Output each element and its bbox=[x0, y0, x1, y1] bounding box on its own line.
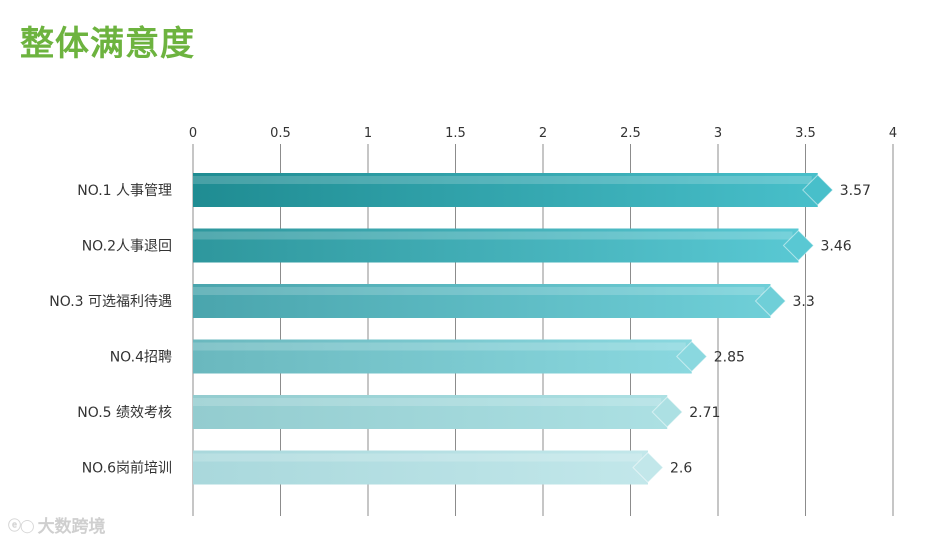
x-tick-label: 0.5 bbox=[270, 126, 291, 141]
bar-end-marker bbox=[632, 451, 664, 484]
x-tick-label: 0 bbox=[189, 126, 197, 141]
data-label: 2.71 bbox=[689, 405, 720, 421]
bar-end-marker bbox=[754, 285, 787, 317]
bar bbox=[193, 228, 799, 263]
bar-highlight bbox=[193, 398, 662, 406]
data-label: 3.3 bbox=[793, 294, 815, 310]
watermark-logo-icon: ⓔ◯ bbox=[8, 519, 35, 534]
x-tick-label: 1 bbox=[364, 126, 372, 141]
category-label: NO.4招聘 bbox=[110, 350, 172, 366]
bar bbox=[193, 173, 818, 207]
x-tick-label: 2 bbox=[539, 126, 547, 141]
category-label: NO.1 人事管理 bbox=[77, 183, 172, 199]
bar bbox=[193, 395, 668, 429]
bar-end-marker bbox=[782, 229, 815, 262]
x-tick-label: 3 bbox=[714, 126, 722, 141]
labels-layer: NO.1 人事管理 3.57 NO.2人事退回 3.46 NO.3 可选福利待遇 3.3 N… bbox=[49, 183, 871, 477]
bar-highlight bbox=[193, 231, 793, 240]
bar bbox=[193, 339, 692, 374]
category-label: NO.2人事退回 bbox=[82, 239, 172, 255]
data-label: 3.46 bbox=[821, 239, 852, 255]
bar-end-marker bbox=[651, 396, 683, 428]
x-tick-label: 3.5 bbox=[795, 126, 816, 141]
bar bbox=[193, 450, 648, 485]
watermark-text: 大数跨境 bbox=[37, 517, 106, 537]
data-label: 2.85 bbox=[714, 350, 745, 366]
chart-title: 整体满意度 bbox=[20, 24, 195, 64]
category-label: NO.3 可选福利待遇 bbox=[49, 294, 172, 310]
bar-highlight bbox=[193, 176, 812, 184]
bar-end-marker bbox=[676, 340, 708, 373]
data-label: 2.6 bbox=[670, 461, 692, 477]
bar-highlight bbox=[193, 453, 642, 462]
bar-end-marker bbox=[802, 174, 834, 206]
bars-layer bbox=[193, 173, 834, 485]
category-label: NO.5 绩效考核 bbox=[77, 405, 172, 421]
x-tick-label: 1.5 bbox=[445, 126, 466, 141]
bar-highlight bbox=[193, 342, 686, 351]
x-tick-label: 4 bbox=[889, 126, 897, 141]
bar-highlight bbox=[193, 287, 765, 295]
watermark: ⓔ◯ 大数跨境 bbox=[8, 512, 106, 537]
category-label: NO.6岗前培训 bbox=[82, 460, 172, 477]
data-label: 3.57 bbox=[840, 183, 871, 199]
x-tick-label: 2.5 bbox=[620, 126, 641, 141]
bar bbox=[193, 284, 771, 318]
